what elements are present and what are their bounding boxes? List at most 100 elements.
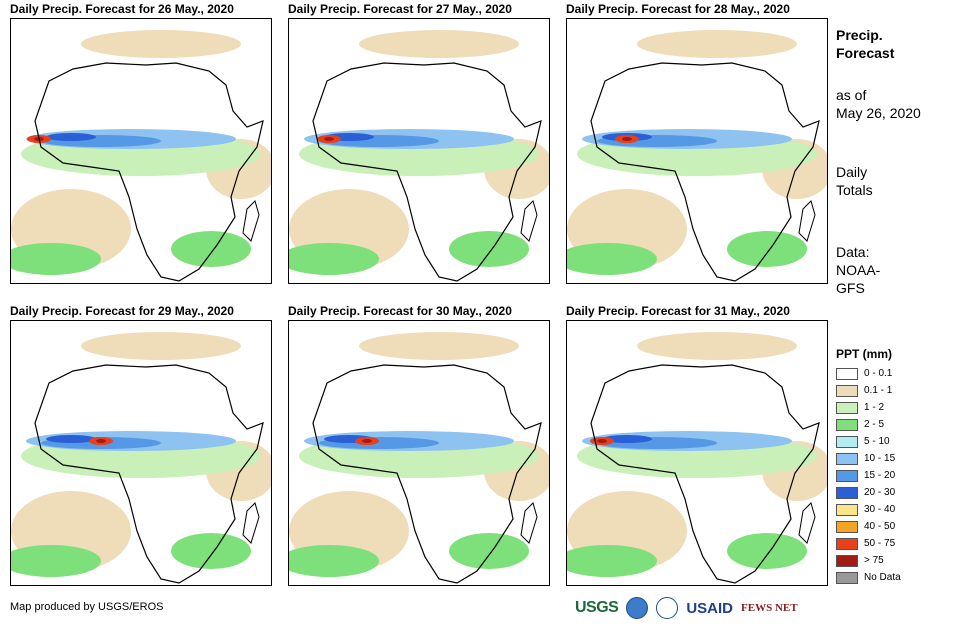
legend-label: 10 - 15 xyxy=(864,453,896,464)
legend-label: 0.1 - 1 xyxy=(864,385,893,396)
legend-item: 15 - 20 xyxy=(836,467,895,484)
legend-item: 1 - 2 xyxy=(836,399,884,416)
legend-item: 0 - 0.1 xyxy=(836,365,892,382)
forecast-panel-31-may: Daily Precip. Forecast for 31 May., 2020 xyxy=(566,304,828,586)
precip-area xyxy=(81,332,241,360)
africa-outline xyxy=(590,62,820,282)
legend-swatch xyxy=(836,384,858,397)
panel-title: Daily Precip. Forecast for 27 May., 2020 xyxy=(288,2,512,16)
data-line: NOAA- xyxy=(836,262,881,278)
legend-item: 40 - 50 xyxy=(836,518,895,535)
legend-label: 1 - 2 xyxy=(864,402,885,413)
panel-title: Daily Precip. Forecast for 28 May., 2020 xyxy=(566,2,790,16)
fews-net-logo: FEWS NET xyxy=(741,602,798,614)
as-of-date: as of May 26, 2020 xyxy=(836,86,921,122)
precip-area xyxy=(359,30,519,58)
side-heading: Precip. Forecast xyxy=(836,26,894,62)
africa-map xyxy=(11,332,271,584)
madagascar-outline xyxy=(242,200,260,242)
legend-swatch xyxy=(836,554,858,567)
africa-map xyxy=(567,332,827,584)
africa-outline xyxy=(312,364,542,584)
legend-swatch xyxy=(836,486,858,499)
data-source: Data: NOAA- GFS xyxy=(836,243,880,297)
totals-line: Totals xyxy=(836,182,873,198)
precip-area xyxy=(449,533,529,569)
africa-outline xyxy=(34,62,264,282)
precip-area xyxy=(171,231,251,267)
precip-map xyxy=(288,320,550,586)
forecast-panel-30-may: Daily Precip. Forecast for 30 May., 2020 xyxy=(288,304,550,586)
madagascar-outline xyxy=(520,502,538,544)
totals-note: Daily Totals xyxy=(836,163,873,199)
panel-title: Daily Precip. Forecast for 31 May., 2020 xyxy=(566,304,790,318)
africa-map xyxy=(11,30,271,282)
precip-area xyxy=(324,137,334,141)
precip-area xyxy=(289,545,379,577)
precip-area xyxy=(46,435,96,443)
precip-area xyxy=(602,435,652,443)
data-line: Data: xyxy=(836,244,870,260)
legend-label: 2 - 5 xyxy=(864,419,885,430)
precip-area xyxy=(171,533,251,569)
precip-area xyxy=(637,30,797,58)
precip-map xyxy=(10,320,272,586)
panel-title: Daily Precip. Forecast for 30 May., 2020 xyxy=(288,304,512,318)
as-of-label: as of xyxy=(836,87,867,103)
precip-area xyxy=(622,137,632,141)
madagascar-outline xyxy=(798,200,816,242)
legend-swatch xyxy=(836,571,858,584)
forecast-panel-29-may: Daily Precip. Forecast for 29 May., 2020 xyxy=(10,304,272,586)
heading-line: Forecast xyxy=(836,45,895,61)
legend-item: > 75 xyxy=(836,552,884,569)
africa-outline xyxy=(34,364,264,584)
nasa-logo xyxy=(656,597,679,619)
data-line: GFS xyxy=(836,280,865,296)
madagascar-outline xyxy=(242,502,260,544)
forecast-panel-26-may: Daily Precip. Forecast for 26 May., 2020 xyxy=(10,2,272,284)
precip-area xyxy=(362,439,372,443)
legend-swatch xyxy=(836,435,858,448)
precip-area xyxy=(567,243,657,275)
precip-map xyxy=(10,18,272,284)
precip-area xyxy=(96,439,106,443)
precip-area xyxy=(46,133,96,141)
noaa-logo xyxy=(626,597,649,619)
legend-item: No Data xyxy=(836,569,901,586)
legend-title: PPT (mm) xyxy=(836,347,893,361)
legend-item: 30 - 40 xyxy=(836,501,895,518)
forecast-panel-27-may: Daily Precip. Forecast for 27 May., 2020 xyxy=(288,2,550,284)
as-of-value: May 26, 2020 xyxy=(836,105,921,121)
legend-label: 20 - 30 xyxy=(864,487,896,498)
legend-swatch xyxy=(836,469,858,482)
precip-area xyxy=(81,30,241,58)
legend-swatch xyxy=(836,537,858,550)
totals-line: Daily xyxy=(836,164,868,180)
precip-area xyxy=(11,243,101,275)
legend-item: 0.1 - 1 xyxy=(836,382,892,399)
usgs-logo: USGS xyxy=(575,599,619,616)
usaid-logo: USAID xyxy=(686,599,734,617)
precip-map xyxy=(288,18,550,284)
precip-area xyxy=(567,545,657,577)
africa-map xyxy=(289,332,549,584)
africa-map xyxy=(567,30,827,282)
legend-label: 15 - 20 xyxy=(864,470,896,481)
precip-area xyxy=(289,243,379,275)
legend-label: 30 - 40 xyxy=(864,504,896,515)
africa-map xyxy=(289,30,549,282)
precip-area xyxy=(359,332,519,360)
legend-swatch xyxy=(836,452,858,465)
precip-area xyxy=(597,439,607,443)
legend-label: 5 - 10 xyxy=(864,436,890,447)
forecast-panel-28-may: Daily Precip. Forecast for 28 May., 2020 xyxy=(566,2,828,284)
africa-outline xyxy=(312,62,542,282)
legend-item: 50 - 75 xyxy=(836,535,895,552)
legend-item: 20 - 30 xyxy=(836,484,895,501)
footer-credit: Map produced by USGS/EROS xyxy=(10,601,164,613)
precip-area xyxy=(449,231,529,267)
legend-swatch xyxy=(836,418,858,431)
africa-outline xyxy=(590,364,820,584)
precip-area xyxy=(11,545,101,577)
precip-map xyxy=(566,18,828,284)
